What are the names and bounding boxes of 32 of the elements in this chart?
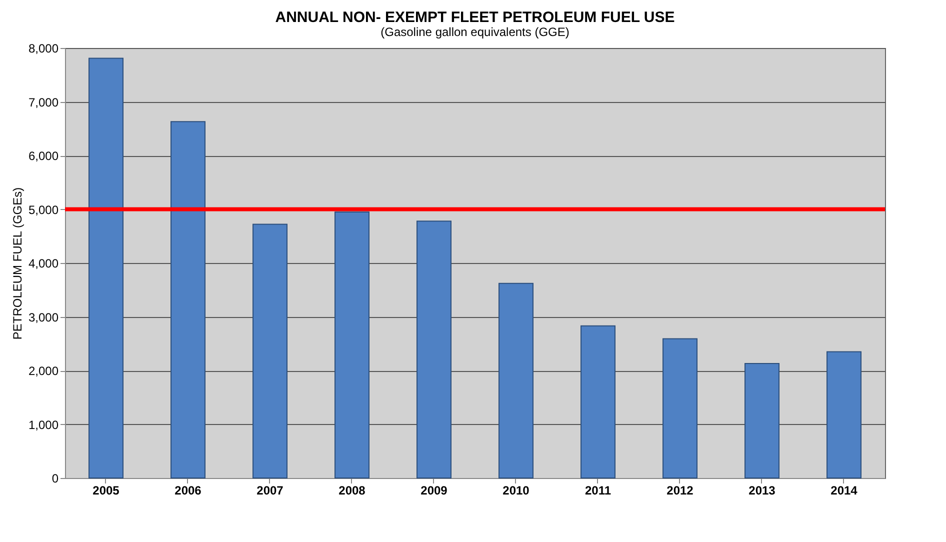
y-tick-label: 3,000 (28, 310, 59, 324)
y-tick-label: 8,000 (28, 42, 59, 56)
x-tick-label: 2007 (256, 484, 284, 498)
x-tick-label: 2011 (584, 484, 612, 498)
bar (416, 220, 452, 478)
chart-title: ANNUAL NON- EXEMPT FLEET PETROLEUM FUEL USE (275, 9, 675, 26)
bar (170, 121, 206, 478)
x-tick-label: 2009 (420, 484, 448, 498)
y-tick-label: 5,000 (28, 202, 59, 217)
bar (252, 224, 288, 478)
y-tick-label: 1,000 (28, 418, 59, 432)
x-tick-label: 2014 (830, 484, 858, 498)
y-tick-label: 6,000 (28, 149, 59, 163)
y-axis-title: PETROLEUM FUEL (GGEs) (10, 187, 24, 340)
y-tick-label: 2,000 (28, 364, 59, 378)
x-tick-label: 2005 (92, 484, 120, 498)
x-tick-label: 2008 (338, 484, 366, 498)
bar (88, 58, 124, 478)
bar (580, 325, 616, 478)
bar (744, 363, 780, 478)
y-tick-label: 0 (52, 472, 59, 486)
bar (826, 351, 862, 478)
x-tick-label: 2010 (502, 484, 530, 498)
y-tick-label: 4,000 (28, 256, 59, 270)
x-tick-label: 2013 (748, 484, 776, 498)
chart-subtitle: (Gasoline gallon equivalents (GGE) (380, 25, 570, 39)
x-tick-label: 2012 (666, 484, 694, 498)
x-tick-label: 2006 (174, 484, 202, 498)
bar (662, 338, 698, 478)
y-tick-label: 7,000 (28, 95, 59, 110)
bar (334, 211, 370, 478)
bar (498, 282, 534, 478)
